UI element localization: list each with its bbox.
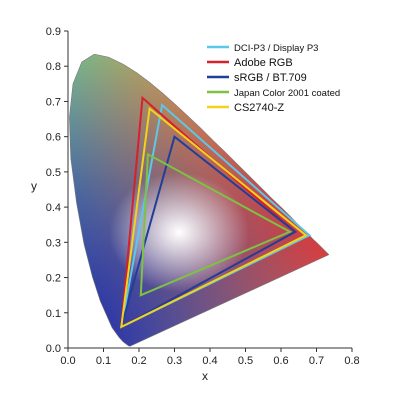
legend-label: sRGB / BT.709 [234, 72, 307, 84]
x-tick-label: 0.8 [344, 355, 359, 367]
x-tick-label: 0.1 [96, 355, 111, 367]
legend-label: DCI-P3 / Display P3 [234, 43, 318, 54]
x-tick-label: 0.0 [60, 355, 75, 367]
gamut-triangle-4 [139, 152, 293, 297]
y-tick-label: 0.9 [46, 26, 61, 38]
legend-label: Adobe RGB [234, 57, 293, 69]
gamut-triangles [119, 95, 312, 329]
y-tick-label: 0.4 [46, 202, 61, 214]
chart-axes: 0.0 0.1 0.2 0.3 0.4 0.5 0.6 0.7 0.8 0.0 0.1 0.2 0.3 0… [31, 26, 360, 383]
chart-legend: DCI-P3 / Display P3 Adobe RGB sRGB / BT.70… [207, 43, 340, 114]
y-tick-label: 0.2 [46, 273, 61, 285]
y-tick-label: 0.0 [46, 343, 61, 355]
y-tick-label: 0.6 [46, 132, 61, 144]
y-axis-label: y [31, 179, 37, 193]
gamut-triangle-3 [119, 134, 298, 329]
y-tick-label: 0.3 [46, 237, 61, 249]
legend-label: CS2740-Z [234, 102, 284, 114]
y-tick-label: 0.8 [46, 61, 61, 73]
gamut-triangle-5 [120, 106, 308, 329]
y-tick-label: 0.7 [46, 96, 61, 108]
x-tick-label: 0.7 [309, 355, 324, 367]
x-tick-label: 0.5 [238, 355, 253, 367]
x-tick-label: 0.6 [273, 355, 288, 367]
legend-label: Japan Color 2001 coated [234, 88, 340, 99]
y-tick-label: 0.5 [46, 167, 61, 179]
y-tick-label: 0.1 [46, 308, 61, 320]
spectral-locus-outline [69, 53, 330, 347]
x-tick-label: 0.2 [131, 355, 146, 367]
x-tick-label: 0.4 [202, 355, 217, 367]
x-tick-label: 0.3 [167, 355, 182, 367]
x-axis-label: x [202, 369, 208, 383]
spectral-locus-area [69, 53, 330, 347]
